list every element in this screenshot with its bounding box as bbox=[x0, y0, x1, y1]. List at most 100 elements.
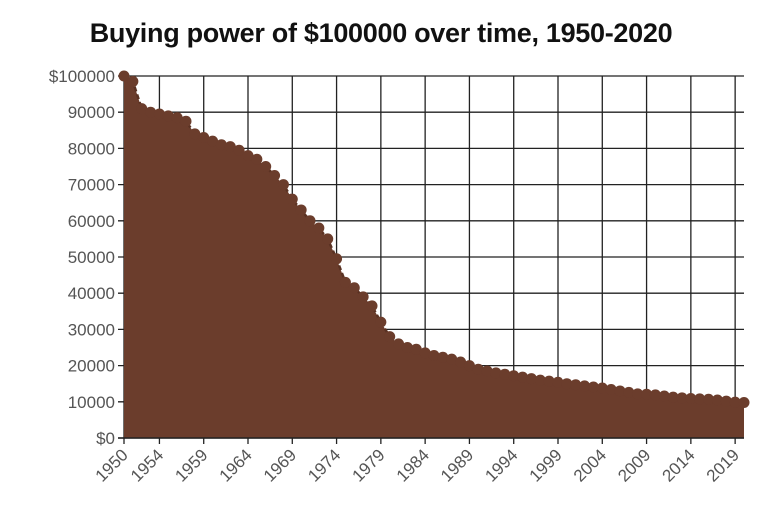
data-point bbox=[118, 70, 130, 82]
x-tick-label: 1974 bbox=[304, 445, 344, 485]
data-point bbox=[180, 115, 192, 127]
data-point bbox=[481, 365, 493, 377]
data-point bbox=[534, 374, 546, 386]
data-point bbox=[366, 300, 378, 312]
y-tick-label: 10000 bbox=[68, 393, 115, 412]
y-axis-ticks: $0 10000 20000 30000 40000 50000 60000 70000 800… bbox=[49, 67, 115, 448]
data-point bbox=[703, 393, 715, 405]
y-tick-label: 40000 bbox=[68, 284, 115, 303]
y-tick-label: $100000 bbox=[49, 67, 115, 86]
data-point bbox=[313, 222, 325, 234]
data-point bbox=[198, 132, 210, 144]
y-tick-label: 60000 bbox=[68, 212, 115, 231]
data-point bbox=[339, 276, 351, 288]
data-point bbox=[623, 386, 635, 398]
x-tick-label: 1959 bbox=[171, 445, 211, 485]
data-point bbox=[331, 253, 343, 265]
x-tick-label: 1999 bbox=[526, 445, 566, 485]
data-point bbox=[552, 376, 564, 388]
data-point bbox=[153, 108, 165, 120]
data-point bbox=[711, 394, 723, 406]
data-point bbox=[720, 395, 732, 407]
data-point bbox=[472, 363, 484, 375]
data-point bbox=[641, 388, 653, 400]
data-point bbox=[207, 135, 219, 147]
data-point bbox=[463, 360, 475, 372]
data-point bbox=[543, 375, 555, 387]
data-point bbox=[419, 347, 431, 359]
data-point bbox=[251, 153, 263, 165]
data-point bbox=[587, 381, 599, 393]
data-point bbox=[649, 389, 661, 401]
data-points bbox=[118, 70, 750, 409]
data-point bbox=[667, 391, 679, 403]
data-point bbox=[455, 356, 467, 368]
x-tick-label: 1984 bbox=[393, 445, 433, 485]
data-point bbox=[428, 349, 440, 361]
data-point bbox=[738, 397, 750, 409]
data-point bbox=[295, 204, 307, 216]
data-point bbox=[357, 291, 369, 303]
data-point bbox=[685, 393, 697, 405]
data-point bbox=[729, 396, 741, 408]
data-point bbox=[242, 150, 254, 162]
data-point bbox=[136, 103, 148, 115]
x-tick-label: 2004 bbox=[570, 445, 610, 485]
data-point bbox=[171, 112, 183, 124]
data-point bbox=[525, 373, 537, 385]
data-point bbox=[215, 139, 227, 151]
data-point bbox=[189, 128, 201, 140]
data-point bbox=[224, 141, 236, 153]
data-point bbox=[561, 378, 573, 390]
y-tick-label: 20000 bbox=[68, 357, 115, 376]
y-tick-label: 30000 bbox=[68, 320, 115, 339]
data-point bbox=[658, 390, 670, 402]
data-point bbox=[233, 144, 245, 156]
data-point bbox=[632, 388, 644, 400]
data-point bbox=[517, 371, 529, 383]
data-point bbox=[570, 379, 582, 391]
area-fill bbox=[124, 76, 744, 438]
data-point bbox=[676, 392, 688, 404]
data-point bbox=[393, 338, 405, 350]
y-tick-label: $0 bbox=[96, 429, 115, 448]
data-point bbox=[410, 343, 422, 355]
data-point bbox=[614, 385, 626, 397]
x-tick-label: 1979 bbox=[349, 445, 389, 485]
data-point bbox=[127, 75, 139, 87]
y-tick-label: 50000 bbox=[68, 248, 115, 267]
data-point bbox=[401, 342, 413, 353]
data-point bbox=[286, 193, 298, 205]
chart-title: Buying power of $100000 over time, 1950-… bbox=[89, 18, 673, 48]
data-point bbox=[579, 380, 591, 392]
data-point bbox=[605, 383, 617, 395]
data-point bbox=[499, 368, 511, 380]
data-point bbox=[304, 215, 316, 227]
y-tick-label: 80000 bbox=[68, 139, 115, 158]
data-point bbox=[446, 353, 458, 365]
y-tick-label: 70000 bbox=[68, 176, 115, 195]
data-point bbox=[384, 331, 396, 343]
data-point bbox=[277, 179, 289, 191]
x-tick-label: 1950 bbox=[92, 445, 132, 485]
data-point bbox=[375, 316, 387, 328]
data-point bbox=[269, 170, 281, 182]
data-point bbox=[348, 282, 360, 294]
data-point bbox=[694, 393, 706, 405]
x-tick-label: 1994 bbox=[481, 445, 521, 485]
data-point bbox=[596, 382, 608, 394]
x-tick-label: 1969 bbox=[260, 445, 300, 485]
x-tick-label: 1964 bbox=[216, 445, 256, 485]
data-point bbox=[322, 233, 334, 245]
x-tick-label: 2014 bbox=[659, 445, 699, 485]
x-tick-label: 1954 bbox=[127, 445, 167, 485]
data-point bbox=[145, 106, 157, 118]
x-tick-label: 2009 bbox=[614, 445, 654, 485]
data-point bbox=[490, 367, 502, 379]
data-point bbox=[437, 351, 449, 363]
y-tick-label: 90000 bbox=[68, 103, 115, 122]
x-tick-label: 2019 bbox=[703, 445, 743, 485]
x-tick-label: 1989 bbox=[437, 445, 477, 485]
